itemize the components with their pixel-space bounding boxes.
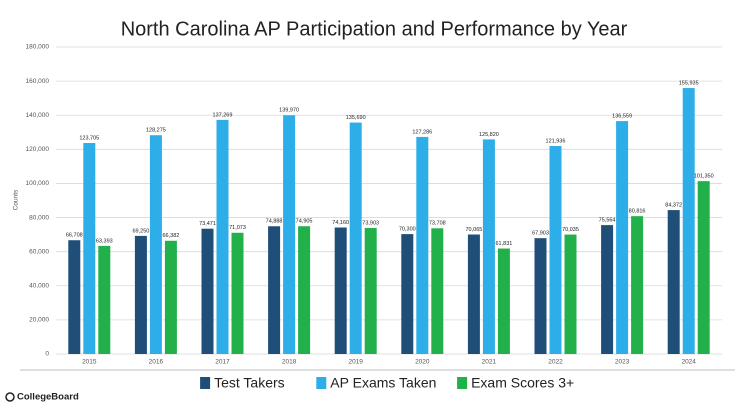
legend-swatch bbox=[200, 377, 211, 389]
bar bbox=[416, 136, 429, 354]
bar bbox=[467, 234, 480, 354]
y-tick-label: 0 bbox=[45, 351, 49, 358]
y-tick-label: 140,000 bbox=[26, 112, 50, 119]
value-label: 74,905 bbox=[296, 219, 313, 225]
bar bbox=[149, 135, 162, 354]
x-tick-label: 2017 bbox=[215, 359, 230, 366]
value-label: 135,690 bbox=[346, 115, 366, 121]
bar bbox=[334, 227, 347, 354]
value-label: 75,564 bbox=[599, 218, 616, 224]
value-label: 125,820 bbox=[479, 132, 499, 138]
bar bbox=[231, 232, 244, 354]
x-tick-label: 2019 bbox=[348, 359, 363, 366]
bar bbox=[83, 143, 96, 354]
value-label: 123,705 bbox=[79, 135, 99, 141]
x-tick-label: 2016 bbox=[149, 359, 164, 366]
bar bbox=[667, 210, 680, 354]
value-label: 73,903 bbox=[362, 220, 379, 226]
x-tick-label: 2020 bbox=[415, 359, 430, 366]
legend-label: AP Exams Taken bbox=[330, 375, 436, 391]
logo-text: CollegeBoard bbox=[17, 392, 79, 403]
value-label: 136,559 bbox=[612, 114, 632, 120]
bar bbox=[682, 88, 695, 355]
bar bbox=[283, 115, 296, 354]
bar bbox=[298, 226, 311, 354]
logo: CollegeBoard bbox=[5, 392, 79, 403]
y-tick-label: 60,000 bbox=[29, 248, 49, 255]
value-label: 74,160 bbox=[332, 220, 349, 226]
x-tick-label: 2023 bbox=[615, 359, 630, 366]
y-tick-label: 120,000 bbox=[26, 146, 50, 153]
bar bbox=[631, 216, 644, 354]
bar bbox=[201, 228, 214, 354]
y-tick-label: 40,000 bbox=[29, 282, 49, 289]
bar bbox=[482, 139, 495, 354]
x-tick-label: 2022 bbox=[548, 359, 563, 366]
value-label: 127,286 bbox=[412, 129, 432, 135]
bar bbox=[349, 122, 362, 354]
chart-title: North Carolina AP Participation and Perf… bbox=[121, 18, 628, 40]
value-label: 70,300 bbox=[399, 227, 416, 233]
value-label: 70,035 bbox=[562, 227, 579, 233]
bar bbox=[431, 228, 444, 354]
legend-label: Test Takers bbox=[214, 375, 285, 391]
legend-swatch bbox=[457, 377, 468, 389]
bar bbox=[549, 146, 562, 354]
y-tick-label: 160,000 bbox=[26, 78, 50, 85]
bar bbox=[697, 181, 710, 354]
y-tick-label: 180,000 bbox=[26, 44, 50, 51]
value-label: 70,065 bbox=[465, 227, 482, 233]
value-label: 61,831 bbox=[495, 241, 512, 247]
value-label: 67,903 bbox=[532, 231, 549, 237]
y-tick-label: 80,000 bbox=[29, 214, 49, 221]
value-label: 69,250 bbox=[132, 228, 149, 234]
value-label: 121,936 bbox=[546, 138, 566, 144]
value-label: 71,073 bbox=[229, 225, 246, 231]
y-axis-label: Counts bbox=[13, 189, 20, 210]
legend-label: Exam Scores 3+ bbox=[471, 375, 574, 391]
bar bbox=[534, 238, 547, 354]
bar bbox=[134, 235, 147, 354]
value-label: 128,275 bbox=[146, 128, 166, 134]
value-label: 84,372 bbox=[665, 203, 682, 209]
value-label: 66,708 bbox=[66, 233, 83, 239]
y-tick-label: 20,000 bbox=[29, 317, 49, 324]
x-tick-label: 2021 bbox=[482, 359, 497, 366]
value-label: 73,471 bbox=[199, 221, 216, 227]
bar bbox=[268, 226, 281, 354]
bar bbox=[601, 225, 614, 354]
legend-swatch bbox=[316, 377, 327, 389]
x-tick-label: 2018 bbox=[282, 359, 297, 366]
legend: Test Takers AP Exams Taken Exam Scores 3+ bbox=[200, 375, 574, 391]
bar bbox=[497, 248, 510, 354]
value-label: 66,382 bbox=[162, 233, 179, 239]
bar bbox=[216, 119, 229, 354]
bar bbox=[564, 234, 577, 354]
value-label: 80,816 bbox=[629, 209, 646, 215]
logo-icon bbox=[5, 392, 15, 402]
x-tick-label: 2015 bbox=[82, 359, 97, 366]
y-tick-label: 100,000 bbox=[26, 180, 50, 187]
value-label: 63,393 bbox=[96, 238, 113, 244]
value-label: 155,935 bbox=[679, 80, 699, 86]
bar bbox=[68, 240, 81, 354]
bar bbox=[364, 227, 377, 354]
value-label: 73,708 bbox=[429, 221, 446, 227]
value-label: 139,970 bbox=[279, 108, 299, 114]
value-label: 74,888 bbox=[266, 219, 283, 225]
value-label: 137,269 bbox=[213, 112, 233, 118]
bar bbox=[98, 245, 111, 354]
value-label: 101,350 bbox=[694, 174, 714, 180]
x-tick-label: 2024 bbox=[681, 359, 696, 366]
bar bbox=[401, 234, 414, 354]
bar bbox=[616, 121, 629, 355]
bar bbox=[164, 240, 177, 354]
